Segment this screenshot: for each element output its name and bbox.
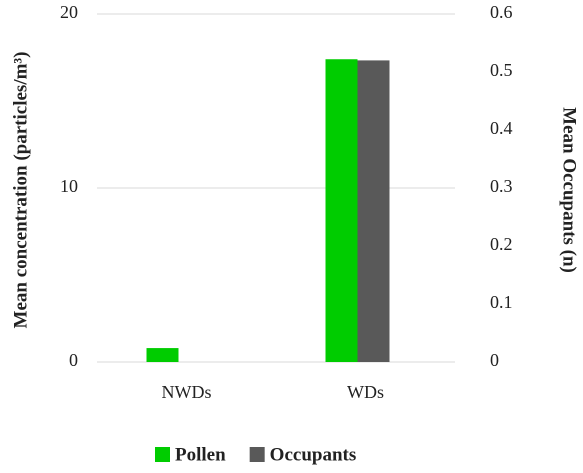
legend-swatch [249,447,265,462]
y2-tick-label: 0.2 [490,234,513,254]
y2-tick-label: 0.4 [490,118,513,138]
y2-tick-label: 0.1 [490,292,513,312]
x-tick-label: WDs [347,382,384,402]
y2-tick-label: 0.6 [490,2,513,22]
y-tick-label: 10 [60,176,78,196]
legend-label: Pollen [175,444,226,465]
y2-axis-label: Mean Occupants (n) [559,107,580,273]
y2-tick-label: 0.3 [490,176,513,196]
legend-label: Occupants [270,444,357,465]
y2-tick-label: 0 [490,350,499,370]
y-tick-label: 0 [69,350,78,370]
legend-swatch [155,447,170,462]
bar [357,60,390,363]
y-axis-label: Mean concentration (particles/m³) [10,52,31,329]
y-tick-label: 20 [60,2,78,22]
bar [146,348,179,362]
x-tick-label: NWDs [162,382,212,402]
y2-tick-label: 0.5 [490,60,513,80]
bar [325,59,358,363]
